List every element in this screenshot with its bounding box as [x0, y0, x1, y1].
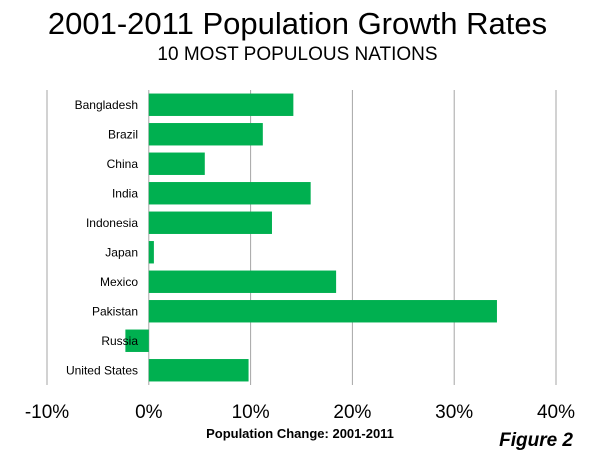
category-label: Brazil — [108, 127, 138, 141]
chart-title: 2001-2011 Population Growth Rates — [47, 6, 548, 41]
bar-indonesia — [148, 211, 272, 234]
x-tick-label: 20% — [333, 402, 371, 423]
category-label: Indonesia — [86, 216, 138, 230]
category-label: China — [107, 157, 139, 171]
bars — [125, 93, 497, 382]
category-labels: Bangladesh Brazil China India Indonesia Japan… — [66, 98, 138, 378]
x-tick-label: 40% — [537, 402, 575, 423]
category-label: United States — [66, 363, 138, 377]
category-label: Russia — [101, 334, 138, 348]
bar-mexico — [148, 270, 337, 293]
x-tick-labels: -10% 0% 10% 20% 30% 40% — [25, 402, 575, 423]
x-tick-label: 30% — [435, 402, 473, 423]
figure-label: Figure 2 — [499, 430, 573, 451]
category-label: Mexico — [100, 275, 138, 289]
bar-china — [148, 152, 205, 175]
bar-pakistan — [148, 300, 497, 323]
category-label: India — [112, 186, 138, 200]
x-tick-label: 10% — [232, 402, 270, 423]
category-label: Pakistan — [92, 304, 138, 318]
bar-russia — [125, 329, 149, 352]
category-label: Japan — [105, 245, 138, 259]
x-tick-label: -10% — [25, 402, 69, 423]
x-axis-label: Population Change: 2001-2011 — [206, 426, 394, 441]
bar-india — [148, 182, 311, 205]
bar-japan — [148, 241, 154, 264]
category-label: Bangladesh — [75, 98, 138, 112]
bar-bangladesh — [148, 93, 294, 116]
bar-united-states — [148, 359, 249, 382]
chart-subtitle: 10 MOST POPULOUS NATIONS — [157, 44, 438, 65]
x-tick-label: 0% — [135, 402, 163, 423]
bar-brazil — [148, 123, 263, 146]
